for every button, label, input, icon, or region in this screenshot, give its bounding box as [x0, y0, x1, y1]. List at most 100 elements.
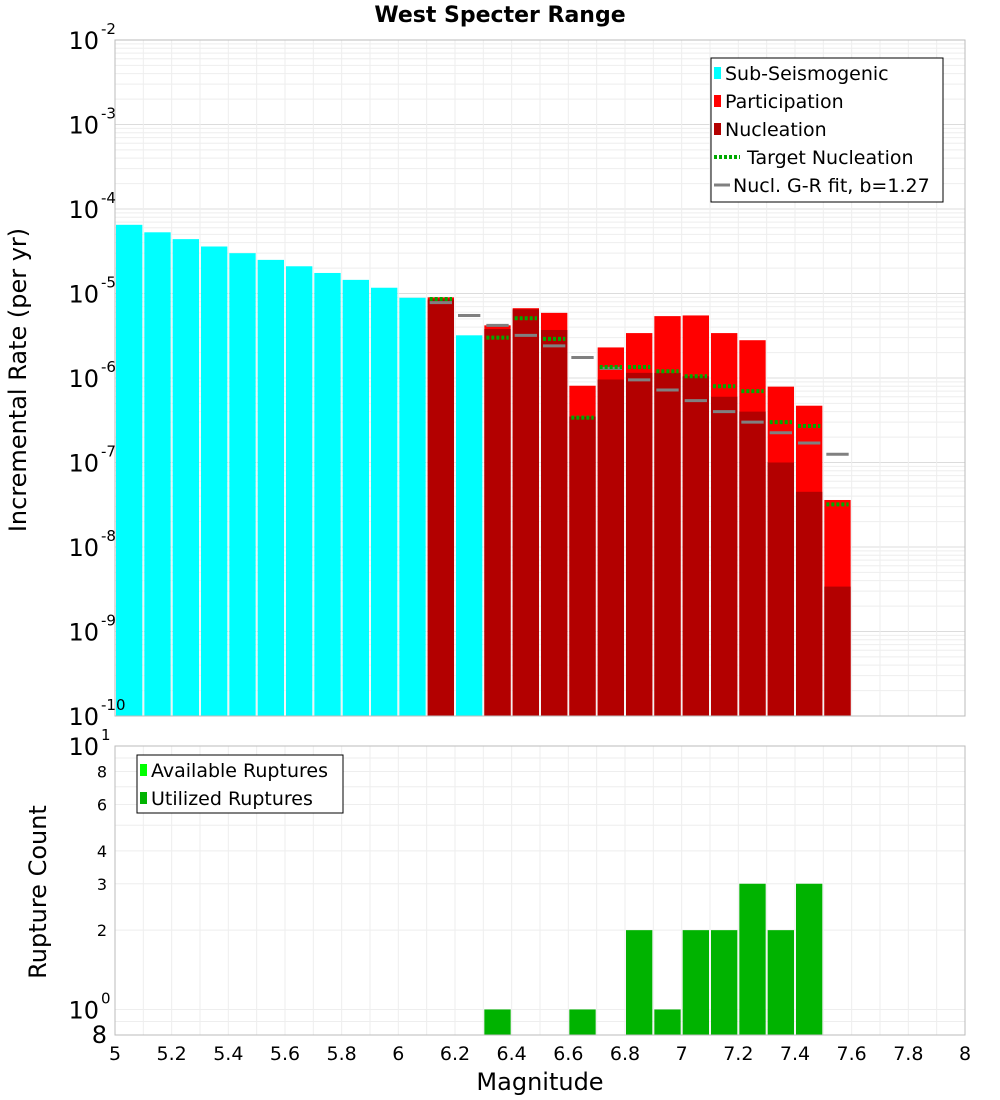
tick-base: 10 [68, 365, 99, 393]
utilized-ruptures-bar [739, 883, 766, 1035]
legend-swatch [140, 792, 147, 804]
bottom-y-minor-tick: 8 [92, 1021, 107, 1049]
sub-seismogenic-bar [229, 253, 256, 716]
tick-exponent: -6 [101, 358, 116, 376]
tick-base: 10 [68, 196, 99, 224]
legend-label: Utilized Ruptures [151, 788, 313, 810]
x-tick-label: 7 [676, 1043, 688, 1065]
nucleation-bar [569, 416, 596, 716]
bottom-legend: Available Ruptures Utilized Ruptures [136, 754, 344, 814]
x-axis-label: Magnitude [476, 1068, 603, 1096]
x-tick-label: 7.6 [837, 1043, 867, 1065]
utilized-ruptures-bar [626, 930, 653, 1035]
x-tick-label: 6.4 [497, 1043, 527, 1065]
tick-base: 10 [68, 996, 99, 1024]
legend-swatch [714, 95, 721, 107]
legend-swatch [140, 764, 147, 776]
legend-label: Nucl. G-R fit, b=1.27 [733, 175, 930, 197]
sub-seismogenic-bar [116, 224, 143, 716]
tick-base: 10 [68, 619, 99, 647]
top-markers [429, 297, 849, 507]
bottom-legend-items: Available Ruptures Utilized Ruptures [140, 760, 328, 810]
top-bars [116, 224, 851, 717]
tick-exponent: -10 [101, 696, 126, 714]
x-tick-label: 6 [392, 1043, 404, 1065]
utilized-ruptures-bar [682, 930, 709, 1035]
top-y-tick-label: 10 -8 [68, 527, 116, 562]
top-y-tick-label: 10 -2 [68, 20, 116, 55]
bottom-y-minor-tick: 4 [97, 842, 107, 861]
sub-seismogenic-bar [172, 239, 199, 717]
top-legend-item: Participation [714, 91, 844, 113]
top-legend-items: Sub-Seismogenic Participation Nucleation Ta… [714, 63, 930, 197]
top-legend-item: Nucl. G-R fit, b=1.27 [714, 175, 930, 197]
bottom-y-minor-tick: 8 [97, 763, 107, 782]
sub-seismogenic-bar [342, 279, 369, 716]
sub-seismogenic-bar [201, 246, 228, 716]
x-tick-label: 5.8 [327, 1043, 357, 1065]
sub-seismogenic-bar [257, 259, 284, 716]
bottom-legend-box [136, 754, 344, 814]
tick-exponent: -2 [101, 20, 116, 38]
top-y-tick-label: 10 -6 [68, 358, 116, 393]
x-tick-label: 7.4 [780, 1043, 810, 1065]
bottom-y-minor-tick: 2 [97, 921, 107, 940]
x-tick-label: 6.8 [610, 1043, 640, 1065]
top-y-tick-label: 10 -9 [68, 612, 116, 647]
top-legend-item: Nucleation [714, 119, 827, 141]
legend-label: Target Nucleation [746, 147, 914, 169]
sub-seismogenic-bar [314, 272, 341, 716]
tick-base: 10 [68, 27, 99, 55]
tick-base: 10 [68, 281, 99, 309]
sub-seismogenic-bar [371, 287, 398, 716]
bottom-bars [484, 883, 823, 1035]
x-tick-labels: 5 5.2 5.4 5.6 5.8 6 6.2 6.4 6.6 6.8 7 7.2 7.4 7.6 7.8 8 [109, 1043, 971, 1065]
bottom-y-minor-tick: 6 [97, 795, 107, 814]
x-tick-label: 7.2 [723, 1043, 753, 1065]
sub-seismogenic-bar [286, 266, 313, 716]
bottom-legend-item: Utilized Ruptures [140, 788, 313, 810]
nucleation-bar [541, 329, 568, 716]
nucleation-bar [824, 586, 851, 716]
top-y-tick-label: 10 -7 [68, 443, 116, 478]
tick-exponent: 0 [101, 989, 111, 1007]
utilized-ruptures-bar [767, 930, 794, 1035]
top-y-axis-label: Incremental Rate (per yr) [4, 228, 32, 532]
nucleation-bar [739, 411, 766, 716]
bottom-plot-frame [114, 745, 966, 1036]
tick-base: 10 [68, 112, 99, 140]
tick-exponent: 1 [101, 726, 111, 744]
tick-exponent: -8 [101, 527, 116, 545]
tick-base: 10 [68, 534, 99, 562]
nucleation-bar [484, 329, 511, 716]
sub-seismogenic-bar [456, 335, 483, 716]
top-y-tick-label: 10 -3 [68, 105, 116, 140]
nucleation-bar [626, 372, 653, 716]
top-legend: Sub-Seismogenic Participation Nucleation Ta… [710, 57, 944, 203]
tick-exponent: -3 [101, 105, 116, 123]
nucleation-bar [711, 396, 738, 716]
chart-title: West Specter Range [374, 3, 625, 28]
sub-seismogenic-bar [144, 232, 171, 716]
utilized-ruptures-bar [796, 883, 823, 1035]
bottom-y-major-tick: 10 0 [68, 989, 110, 1024]
x-tick-label: 6.2 [440, 1043, 470, 1065]
bottom-legend-item: Available Ruptures [140, 760, 328, 782]
x-tick-label: 6.6 [553, 1043, 583, 1065]
utilized-ruptures-bar [654, 1009, 681, 1035]
tick-base: 10 [68, 703, 99, 731]
top-legend-box [710, 57, 944, 203]
top-plot-frame [114, 39, 966, 717]
nucleation-bar [654, 372, 681, 716]
x-tick-label: 5.6 [270, 1043, 300, 1065]
x-tick-label: 5.4 [213, 1043, 243, 1065]
tick-exponent: -4 [101, 189, 116, 207]
top-y-tick-label: 10 -5 [68, 274, 116, 309]
top-legend-item: Sub-Seismogenic [714, 63, 889, 85]
tick-base: 10 [68, 450, 99, 478]
nucleation-bar [682, 376, 709, 716]
x-tick-label: 7.8 [893, 1043, 923, 1065]
nucleation-bar [512, 309, 539, 716]
